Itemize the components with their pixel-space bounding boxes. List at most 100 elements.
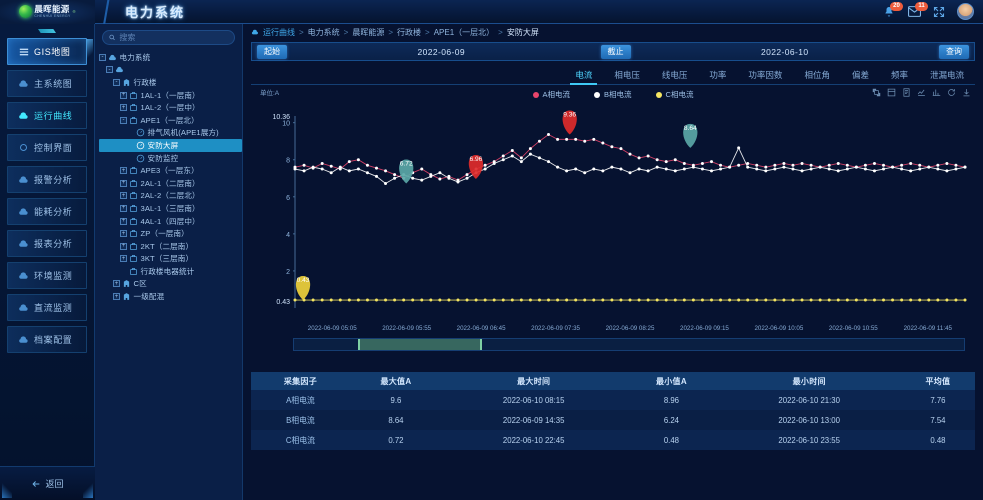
tab-1[interactable]: 相电压	[614, 69, 640, 80]
table-row[interactable]: A相电流 9.6 2022-06-10 08:15 8.96 2022-06-10 21…	[251, 390, 975, 410]
tree-node-10[interactable]: +2AL-1（二层南）	[99, 177, 242, 190]
tree-toggle[interactable]: +	[113, 280, 120, 288]
tree-node-12[interactable]: +3AL-1（三层南）	[99, 202, 242, 215]
fullscreen-icon[interactable]	[932, 5, 946, 19]
chart-datazoom-slider[interactable]	[293, 338, 965, 351]
breadcrumb-item-4[interactable]: APE1（一层北）	[433, 28, 495, 37]
sidebar-item-1[interactable]: 主系统图	[7, 70, 87, 97]
breadcrumb-item-2[interactable]: 晨晖能源	[352, 28, 385, 37]
table-cell: 2022-06-10 08:15	[442, 390, 626, 410]
start-date-button[interactable]: 起始	[257, 44, 287, 59]
tree-toggle[interactable]: +	[113, 293, 120, 301]
tree-toggle[interactable]: +	[120, 204, 127, 212]
sidebar-item-3[interactable]: 控制界面	[7, 134, 87, 161]
bar-chart-icon[interactable]	[932, 88, 941, 97]
sidebar-item-0[interactable]: GIS地图	[7, 38, 93, 66]
legend-item-1[interactable]: B相电流	[594, 89, 632, 100]
breadcrumb-item-3[interactable]: 行政楼	[397, 28, 422, 37]
tree-toggle[interactable]: +	[120, 91, 127, 99]
tree-node-5[interactable]: - APE1（一层北）	[99, 114, 242, 127]
tree-toggle[interactable]: +	[120, 230, 127, 238]
mail-icon[interactable]: 11	[907, 1, 928, 19]
breadcrumb-item-5[interactable]: 安防大屏	[506, 28, 539, 37]
sidebar-item-2[interactable]: 运行曲线	[7, 102, 87, 129]
tree-node-9[interactable]: + APE3（一层东）	[99, 164, 242, 177]
tree-node-4[interactable]: +1AL-2（一层中）	[99, 101, 242, 114]
tab-8[interactable]: 泄漏电流	[929, 69, 964, 80]
logo[interactable]: 晨晖能源 CHENHUI ENERGY ®	[0, 0, 95, 24]
tree-node-0[interactable]: - 电力系统	[99, 51, 242, 64]
tab-5[interactable]: 相位角	[804, 69, 830, 80]
tree-node-1[interactable]: -	[99, 64, 242, 77]
sidebar-item-label: GIS地图	[34, 47, 71, 57]
notification-bell-icon[interactable]: 20	[882, 1, 903, 19]
tree-node-19[interactable]: + 一级配混	[99, 290, 242, 303]
avatar[interactable]	[957, 3, 974, 20]
legend-item-2[interactable]: C相电流	[655, 89, 693, 100]
tree-toggle[interactable]: +	[120, 242, 127, 250]
datazoom-selected-range[interactable]	[357, 339, 482, 350]
box-icon	[129, 116, 138, 125]
tree-node-label: 2KT（二层南）	[140, 241, 194, 251]
breadcrumb-item-1[interactable]: 电力系统	[307, 28, 340, 37]
data-view-icon[interactable]	[902, 88, 911, 97]
cloud-icon	[18, 238, 29, 249]
tab-4[interactable]: 功率因数	[748, 69, 783, 80]
tab-0[interactable]: 电流	[564, 65, 603, 85]
tree-toggle[interactable]: -	[106, 66, 113, 74]
end-date-value[interactable]: 2022-06-10	[761, 46, 809, 57]
tree-node-label: 3KT（三层南）	[140, 254, 194, 264]
tree-node-8[interactable]: 安防监控	[99, 152, 242, 165]
tab-7[interactable]: 频率	[890, 69, 908, 80]
sidebar-item-8[interactable]: 直流监测	[7, 294, 87, 321]
tree-toggle[interactable]: +	[120, 104, 127, 112]
tree-node-3[interactable]: +1AL-1（一层南）	[99, 89, 242, 102]
tab-2[interactable]: 线电压	[661, 69, 688, 80]
zoom-restore-icon[interactable]	[887, 88, 896, 97]
tree-node-18[interactable]: + C区	[99, 278, 242, 291]
sidebar-item-4[interactable]: 报警分析	[7, 166, 87, 193]
tree-node-6[interactable]: 排气风机(APE1展方)	[99, 127, 242, 140]
query-button[interactable]: 查询	[939, 44, 969, 59]
start-date-value[interactable]: 2022-06-09	[417, 46, 465, 57]
tree-node-16[interactable]: +3KT（三层南）	[99, 253, 242, 266]
tree-toggle[interactable]: +	[120, 167, 127, 175]
tree-node-13[interactable]: +4AL-1（四层中）	[99, 215, 242, 228]
tab-6[interactable]: 偏差	[851, 69, 869, 80]
tree-toggle[interactable]: +	[120, 217, 127, 225]
legend-color-dot	[594, 91, 601, 98]
breadcrumb-item-0[interactable]: 运行曲线	[263, 28, 295, 37]
legend-item-0[interactable]: A相电流	[532, 89, 570, 100]
tree-toggle[interactable]: +	[120, 255, 127, 263]
end-date-button[interactable]: 截止	[600, 44, 631, 59]
search-input[interactable]	[119, 33, 228, 42]
tree-toggle[interactable]: -	[120, 116, 127, 124]
main-content: 运行曲线 > 电力系统 > 晨晖能源 > 行政楼 > APE1（一层北） > 安防大屏 起始 202…	[243, 24, 983, 500]
line-chart-svg[interactable]: 10 8 6 4 2 10.36 0.43 6.72 6.96 9.36 8.64 0.43 2022-…	[251, 98, 975, 338]
tree-node-11[interactable]: +2AL-2（二层北）	[99, 190, 242, 203]
sidebar-item-7[interactable]: 环境监测	[7, 262, 87, 289]
sidebar-item-6[interactable]: 报表分析	[7, 230, 87, 257]
tree-node-14[interactable]: + ZP（一层南）	[99, 227, 242, 240]
tree-toggle[interactable]: -	[113, 78, 120, 86]
tree-node-2[interactable]: - 行政楼	[99, 76, 242, 89]
tab-3[interactable]: 功率	[709, 69, 727, 80]
tree-node-17[interactable]: 行政楼电器统计	[99, 265, 242, 278]
tree-search-box[interactable]	[102, 30, 235, 45]
tree-node-7[interactable]: 安防大屏	[99, 139, 242, 152]
sidebar-item-5[interactable]: 能耗分析	[7, 198, 87, 225]
cloud-icon	[18, 78, 29, 89]
download-icon[interactable]	[962, 88, 971, 97]
refresh-icon[interactable]	[947, 88, 956, 97]
tree-toggle[interactable]: +	[120, 192, 127, 200]
zoom-select-icon[interactable]	[872, 88, 881, 97]
tree-node-15[interactable]: +2KT（二层南）	[99, 240, 242, 253]
table-row[interactable]: B相电流 8.64 2022-06-09 14:35 6.24 2022-06-10 1…	[251, 410, 975, 430]
chart-annotation-4: 0.43	[295, 276, 311, 301]
back-button[interactable]: 返回	[31, 477, 64, 490]
sidebar-item-9[interactable]: 档案配置	[7, 326, 87, 353]
tree-toggle[interactable]: +	[120, 179, 127, 187]
table-row[interactable]: C相电流 0.72 2022-06-10 22:45 0.48 2022-06-10 2…	[251, 430, 975, 450]
tree-toggle[interactable]: -	[99, 53, 106, 61]
line-chart-icon[interactable]	[917, 88, 926, 97]
